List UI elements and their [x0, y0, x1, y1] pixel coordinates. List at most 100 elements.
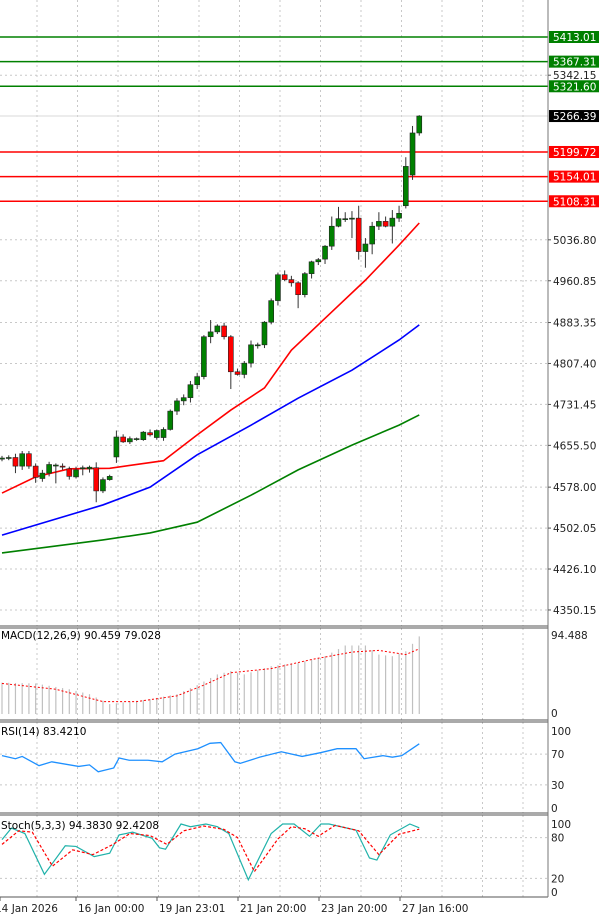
price-tick-label: 4807.40 — [553, 358, 596, 370]
candle-bullish — [335, 218, 342, 227]
level-price-label: 5367.31 — [553, 57, 596, 69]
candle-bullish — [153, 430, 160, 438]
candle-bullish — [396, 212, 402, 219]
time-label: 21 Jan 20:00 — [240, 903, 306, 915]
candle-bullish — [100, 479, 106, 492]
candle-bullish — [275, 274, 281, 301]
candle-bullish — [328, 225, 335, 247]
candle-bullish — [402, 166, 409, 207]
price-tick-label: 4655.50 — [553, 440, 596, 452]
candle-bearish — [382, 221, 389, 227]
candle-bullish — [315, 259, 322, 263]
candle-bullish — [261, 321, 268, 346]
rsi-axis-label: 30 — [551, 780, 564, 792]
candle-bearish — [281, 274, 288, 280]
candle-bullish — [5, 457, 12, 459]
candle-bullish — [322, 245, 328, 260]
candle-bearish — [228, 336, 234, 373]
moving-average-line — [1, 222, 420, 494]
level-price-tag — [549, 195, 599, 208]
moving-averages — [1, 222, 420, 554]
candle-bullish — [133, 438, 140, 440]
candle-bullish — [0, 457, 5, 460]
macd-axis-label: 0 — [551, 708, 558, 720]
price-tick-label: 5342.15 — [553, 70, 596, 82]
candle-bearish — [221, 325, 227, 338]
level-price-tag — [549, 31, 599, 43]
candle-bullish — [174, 400, 180, 412]
macd-axis-label: 94.488 — [551, 630, 588, 642]
candle-bullish — [187, 384, 194, 398]
macd-label: MACD(12,26,9) 90.459 79.028 — [1, 630, 161, 642]
candle-bullish — [73, 469, 79, 478]
price-tick-label: 4502.05 — [553, 523, 596, 535]
candle-bullish — [342, 218, 349, 220]
level-price-tag — [549, 80, 599, 93]
level-price-label: 5108.31 — [553, 196, 596, 208]
rsi-line — [1, 741, 420, 773]
price-tick-label: 4960.85 — [553, 276, 596, 288]
stoch-axis-label: 0 — [551, 887, 558, 899]
candle-bullish — [140, 431, 147, 441]
current-price-tag — [549, 110, 599, 123]
stochastic-panel — [1, 823, 420, 882]
price-tick-label: 4731.45 — [553, 399, 596, 411]
level-price-tag — [549, 55, 599, 68]
rsi-axis-label: 70 — [551, 749, 564, 761]
level-price-tag — [549, 170, 599, 183]
panel-frames — [0, 0, 549, 898]
price-tick-label: 4350.15 — [553, 605, 596, 617]
moving-average-line — [1, 414, 420, 554]
candle-bullish — [241, 362, 248, 375]
candle-bullish — [201, 336, 207, 377]
candle-bearish — [32, 465, 39, 478]
candle-bearish — [120, 436, 126, 443]
price-axis: 5342.15 5036.80 4960.85 4883.35 4807.40 4731.… — [548, 31, 599, 899]
time-label: 19 Jan 23:01 — [159, 903, 225, 915]
level-price-label: 5199.72 — [553, 147, 596, 159]
candle-bullish — [53, 464, 59, 467]
candle-bearish — [59, 465, 66, 468]
rsi-axis-label: 0 — [551, 803, 558, 815]
candle-bullish — [194, 376, 200, 386]
candle-bullish — [160, 429, 167, 438]
candle-bullish — [349, 217, 355, 220]
candle-bearish — [66, 468, 73, 477]
candle-bullish — [369, 225, 375, 245]
candle-bullish — [180, 397, 187, 402]
price-tick-label: 5036.80 — [553, 235, 596, 247]
time-label: 23 Jan 20:00 — [321, 903, 387, 915]
candle-bearish — [93, 467, 100, 492]
stoch-label: Stoch(5,3,3) 94.3830 92.4208 — [1, 820, 159, 832]
candle-bullish — [268, 300, 275, 323]
stoch-main-line — [1, 823, 420, 882]
candle-bearish — [288, 279, 295, 284]
level-price-tag — [549, 145, 599, 158]
time-label: 16 Jan 00:00 — [78, 903, 144, 915]
current-price-label: 5266.39 — [553, 111, 596, 123]
candle-bearish — [234, 371, 241, 375]
candle-bullish — [79, 467, 86, 470]
candle-bullish — [113, 436, 120, 458]
price-levels — [0, 36, 548, 203]
candle-bearish — [355, 217, 362, 252]
level-price-label: 5321.60 — [553, 81, 596, 93]
candles — [0, 115, 423, 503]
candle-bullish — [127, 438, 133, 443]
price-tick-label: 4883.35 — [553, 318, 596, 330]
price-tick-label: 4578.00 — [553, 482, 596, 494]
rsi-panel — [1, 741, 420, 773]
moving-average-line — [1, 324, 420, 536]
time-label: 14 Jan 2026 — [0, 903, 58, 915]
candle-bullish — [19, 453, 25, 467]
candle-bullish — [46, 464, 52, 474]
candle-bullish — [302, 273, 308, 295]
stoch-signal-line — [1, 824, 420, 873]
candle-bullish — [254, 344, 261, 347]
macd-panel — [1, 636, 420, 714]
stoch-axis-label: 100 — [551, 819, 571, 831]
candle-bullish — [248, 344, 254, 364]
candle-bullish — [167, 410, 174, 430]
level-price-label: 5154.01 — [553, 172, 596, 184]
